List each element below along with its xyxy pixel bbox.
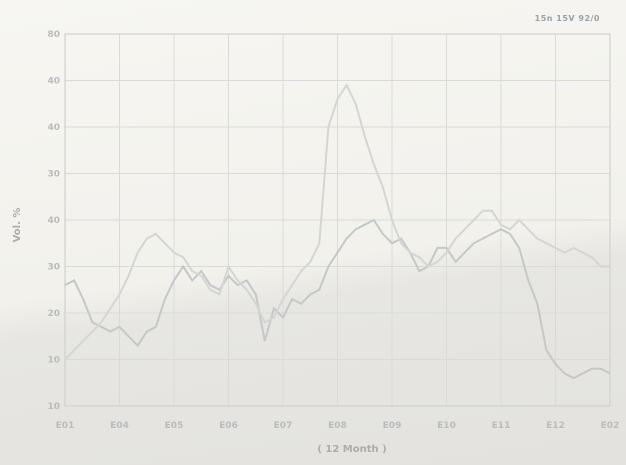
series-lines <box>64 83 611 380</box>
x-tick-label: E12 <box>546 421 565 431</box>
y-tick-label: 40 <box>47 216 60 226</box>
y-tick-label: 40 <box>47 123 60 133</box>
x-tick-labels: E01 E04 E05 E06 E07 E08 E09 E10 E11 E12 E02 <box>56 421 620 431</box>
x-tick-label: E10 <box>437 421 456 431</box>
plot-frame <box>64 33 611 407</box>
x-tick-label: E01 <box>56 421 75 431</box>
y-tick-label: 30 <box>47 170 60 180</box>
x-tick-label: E02 <box>601 421 620 431</box>
y-tick-label: 30 <box>47 263 60 273</box>
series-line-1 <box>64 218 611 380</box>
y-tick-label: 10 <box>47 402 60 412</box>
x-tick-label: E08 <box>328 421 347 431</box>
corner-note: 15n 15V 92/0 <box>534 14 600 23</box>
x-tick-label: E06 <box>219 421 238 431</box>
x-tick-label: E05 <box>165 421 184 431</box>
chart-grid <box>64 33 611 407</box>
x-tick-label: E07 <box>274 421 293 431</box>
x-tick-label: E09 <box>383 421 402 431</box>
y-axis-title: Vol. % <box>12 208 23 243</box>
x-tick-label: E04 <box>110 421 129 431</box>
y-tick-label: 10 <box>47 356 60 366</box>
y-tick-label: 20 <box>47 309 60 319</box>
x-tick-label: E11 <box>492 421 511 431</box>
y-tick-labels: 10 10 20 30 40 30 40 40 80 <box>47 30 60 412</box>
y-tick-label: 80 <box>47 30 60 40</box>
y-tick-label: 40 <box>47 77 60 87</box>
series-line-2 <box>64 83 610 361</box>
x-axis-title: ( 12 Month ) <box>317 444 386 455</box>
